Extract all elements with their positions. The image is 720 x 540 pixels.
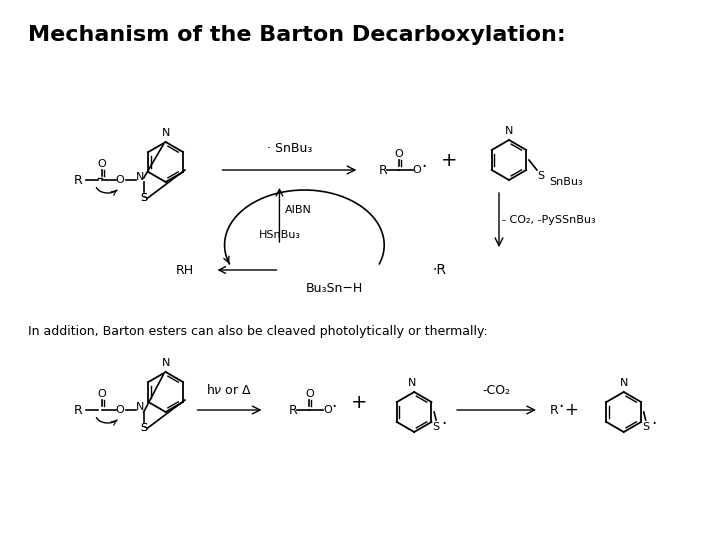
Text: O: O: [115, 405, 124, 415]
Text: O: O: [395, 149, 404, 159]
Text: S: S: [140, 423, 148, 433]
Text: Bu₃Sn−H: Bu₃Sn−H: [306, 281, 363, 294]
Text: O: O: [413, 165, 421, 175]
Text: ·R: ·R: [432, 263, 446, 277]
Text: +: +: [351, 393, 367, 411]
Text: O: O: [115, 175, 124, 185]
Text: O: O: [97, 159, 106, 169]
Text: In addition, Barton esters can also be cleaved photolytically or thermally:: In addition, Barton esters can also be c…: [28, 325, 487, 338]
Text: R: R: [73, 173, 82, 186]
Text: N: N: [161, 358, 170, 368]
Text: +: +: [441, 151, 457, 170]
Text: +: +: [564, 401, 577, 419]
Text: N: N: [135, 402, 144, 412]
Text: S: S: [433, 422, 440, 432]
Text: N: N: [161, 128, 170, 138]
Text: HSnBu₃: HSnBu₃: [258, 230, 300, 240]
Text: S: S: [537, 171, 544, 181]
Text: R: R: [289, 403, 297, 416]
Text: · SnBu₃: · SnBu₃: [266, 142, 312, 155]
Text: SnBu₃: SnBu₃: [549, 177, 582, 187]
Text: N: N: [135, 172, 144, 182]
Text: - CO₂, -PySSnBu₃: - CO₂, -PySSnBu₃: [502, 215, 595, 225]
Text: ·: ·: [421, 158, 427, 176]
Text: R: R: [73, 403, 82, 416]
Text: O: O: [323, 405, 332, 415]
Text: -CO₂: -CO₂: [482, 384, 510, 397]
Text: h$\nu$ or $\Delta$: h$\nu$ or $\Delta$: [207, 383, 253, 397]
Text: S: S: [140, 193, 148, 203]
Text: R: R: [379, 164, 387, 177]
Text: O: O: [305, 389, 314, 399]
Text: Mechanism of the Barton Decarboxylation:: Mechanism of the Barton Decarboxylation:: [28, 25, 566, 45]
Text: ·: ·: [441, 415, 446, 433]
Text: S: S: [642, 422, 649, 432]
Text: ·: ·: [558, 398, 564, 416]
Text: O: O: [97, 389, 106, 399]
Text: N: N: [505, 126, 513, 136]
Text: R: R: [549, 403, 558, 416]
Text: ·: ·: [332, 398, 337, 416]
Text: N: N: [619, 378, 628, 388]
Text: S: S: [140, 193, 148, 203]
Text: AIBN: AIBN: [284, 205, 311, 215]
Text: RH: RH: [176, 264, 194, 276]
Text: S: S: [140, 423, 148, 433]
Text: ·: ·: [651, 415, 657, 433]
Text: N: N: [408, 378, 416, 388]
